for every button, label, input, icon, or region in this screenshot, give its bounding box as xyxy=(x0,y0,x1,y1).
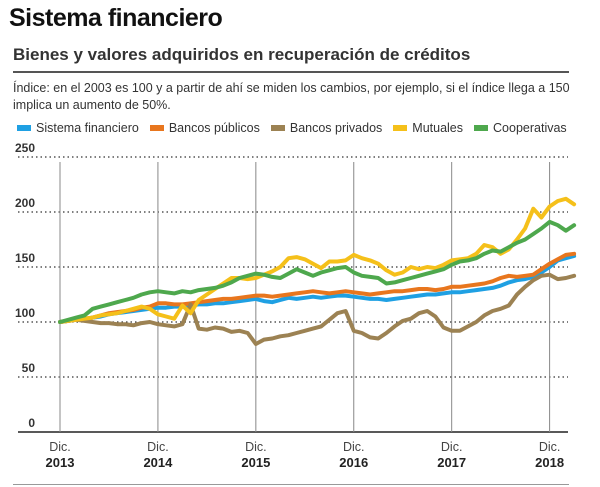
x-tick-label-month: Dic. xyxy=(343,440,365,454)
legend-swatch xyxy=(149,125,164,131)
legend-item: Mutuales xyxy=(393,121,463,135)
x-tick-label-year: 2013 xyxy=(46,455,75,470)
y-tick-label-100: 100 xyxy=(15,306,35,320)
x-tick-label-month: Dic. xyxy=(245,440,267,454)
x-tick-label-month: Dic. xyxy=(49,440,71,454)
legend-swatch xyxy=(17,125,31,131)
x-tick-label-year: 2018 xyxy=(535,455,564,470)
legend-swatch xyxy=(393,125,408,131)
legend-swatch xyxy=(474,125,489,131)
x-tick-label-month: Dic. xyxy=(147,440,169,454)
legend-label: Cooperativas xyxy=(493,121,567,135)
legend-label: Bancos privados xyxy=(289,121,383,135)
line-chart: 050100150200250Dic.2013Dic.2014Dic.2015D… xyxy=(15,141,577,470)
legend-item: Sistema financiero xyxy=(17,121,139,135)
legend-item: Bancos públicos xyxy=(149,121,260,135)
chart-subtitle: Bienes y valores adquiridos en recuperac… xyxy=(13,45,471,64)
legend-item: Cooperativas xyxy=(474,121,567,135)
x-tick-label-year: 2014 xyxy=(143,455,173,470)
legend-item: Bancos privados xyxy=(270,121,383,135)
x-tick-label-year: 2015 xyxy=(241,455,270,470)
y-tick-label-250: 250 xyxy=(15,141,35,155)
y-tick-label-150: 150 xyxy=(15,251,35,265)
x-tick-label-year: 2016 xyxy=(339,455,368,470)
x-tick-label-month: Dic. xyxy=(539,440,561,454)
legend-label: Mutuales xyxy=(412,121,464,135)
x-tick-label-year: 2017 xyxy=(437,455,466,470)
series-line-cooperativas xyxy=(58,219,577,324)
index-note: Índice: en el 2003 es 100 y a partir de … xyxy=(13,81,570,112)
series-line-mutuales xyxy=(58,196,577,324)
y-tick-label-0: 0 xyxy=(28,416,35,430)
chart-title: Sistema financiero xyxy=(9,4,223,32)
x-tick-label-month: Dic. xyxy=(441,440,463,454)
legend-swatch xyxy=(270,125,285,131)
y-tick-label-50: 50 xyxy=(22,361,36,375)
bottom-divider xyxy=(13,484,569,485)
legend-label: Bancos públicos xyxy=(168,121,260,135)
legend-label: Sistema financiero xyxy=(36,121,139,135)
y-tick-label-200: 200 xyxy=(15,196,35,210)
series-line-bancos-privados xyxy=(58,272,577,346)
chart-legend: Sistema financiero Bancos públicos Bancos … xyxy=(17,121,578,135)
subtitle-divider xyxy=(13,71,569,73)
